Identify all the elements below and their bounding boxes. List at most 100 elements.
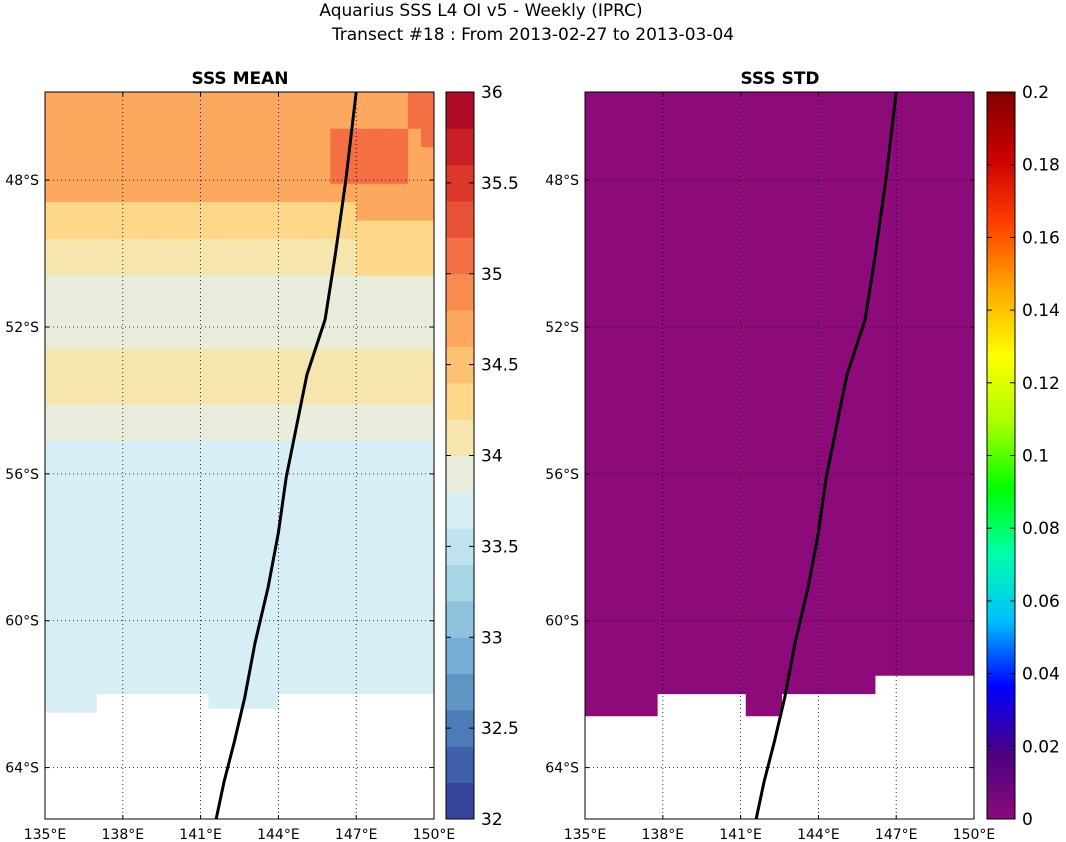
sss-mean-cell <box>213 128 228 148</box>
sss-mean-cell <box>83 220 98 240</box>
sss-mean-cell <box>109 532 124 552</box>
sss-mean-cell <box>330 312 344 332</box>
sss-mean-cell <box>317 385 331 405</box>
sss-mean-cell <box>291 202 305 222</box>
sss-mean-cell <box>148 440 163 460</box>
sss-mean-cell <box>83 661 98 681</box>
sss-mean-cell <box>200 569 215 589</box>
sss-mean-cell <box>330 147 344 167</box>
sss-mean-cell <box>135 183 150 203</box>
sss-mean-cell <box>265 404 279 424</box>
sss-mean-cell <box>70 606 85 625</box>
sss-mean-cell <box>291 642 305 662</box>
sss-mean-cell <box>122 514 137 534</box>
sss-mean-cell <box>252 514 267 534</box>
sss-mean-cell <box>317 495 331 515</box>
sss-mean-cell <box>421 110 434 130</box>
sss-mean-cell <box>45 642 59 662</box>
sss-mean-cell <box>83 293 98 313</box>
sss-mean-cell <box>278 349 292 368</box>
sss-mean-cell <box>96 330 111 350</box>
sss-mean-cell <box>356 128 370 148</box>
sss-mean-cell <box>96 569 111 589</box>
sss-mean-cell <box>408 440 422 460</box>
sss-mean-cell <box>226 202 241 222</box>
sss-mean-cell <box>96 587 111 607</box>
sss-mean-cell <box>239 220 254 240</box>
sss-mean-cell <box>135 312 150 332</box>
sss-mean-cell <box>369 422 383 442</box>
sss-mean-cell <box>161 459 176 479</box>
sss-mean-cell <box>83 514 98 534</box>
sss-mean-cell <box>122 587 137 607</box>
sss-mean-cell <box>96 92 111 111</box>
sss-mean-cell <box>317 661 331 681</box>
y-tick-label: 52°S <box>545 320 579 336</box>
sss-mean-cell <box>135 238 150 258</box>
sss-mean-cell <box>252 385 267 405</box>
sss-mean-cell <box>57 183 72 203</box>
sss-mean-cell <box>252 642 267 662</box>
figure-title-line1: Aquarius SSS L4 OI v5 - Weekly (IPRC) <box>319 1 642 21</box>
sss-mean-cell <box>45 202 59 222</box>
sss-mean-cell <box>252 92 267 111</box>
sss-mean-cell <box>304 110 318 130</box>
sss-mean-cell <box>213 183 228 203</box>
sss-mean-cell <box>45 128 59 148</box>
sss-mean-cell <box>148 459 163 479</box>
sss-mean-cell <box>109 110 124 130</box>
sss-mean-cell <box>148 514 163 534</box>
sss-mean-cell <box>148 624 163 644</box>
sss-mean-cell <box>187 330 202 350</box>
sss-mean-cell <box>109 385 124 405</box>
sss-mean-cell <box>395 293 409 313</box>
sss-mean-cell <box>135 110 150 130</box>
sss-mean-cell <box>45 661 59 681</box>
sss-mean-cell <box>408 514 422 534</box>
sss-mean-cell <box>187 550 202 570</box>
sss-mean-cell <box>278 606 292 625</box>
sss-mean-cell <box>239 422 254 442</box>
colorbar-swatch <box>446 382 474 420</box>
sss-mean-cell <box>96 257 111 277</box>
figure-title-line2: Transect #18 : From 2013-02-27 to 2013-0… <box>331 25 734 45</box>
sss-mean-cell <box>421 587 434 607</box>
sss-mean-cell <box>45 679 59 699</box>
sss-mean-cell <box>408 128 422 148</box>
sss-mean-cell <box>187 275 202 295</box>
sss-mean-cell <box>265 293 279 313</box>
sss-mean-cell <box>421 459 434 479</box>
sss-mean-cell <box>421 202 434 222</box>
sss-mean-cell <box>70 183 85 203</box>
colorbar-tick-label: 33.5 <box>481 537 519 557</box>
sss-mean-cell <box>330 587 344 607</box>
sss-mean-cell <box>174 128 189 148</box>
sss-mean-cell <box>265 587 279 607</box>
sss-mean-cell <box>109 330 124 350</box>
sss-mean-cell <box>226 495 241 515</box>
sss-mean-cell <box>161 147 176 167</box>
sss-mean-cell <box>161 440 176 460</box>
sss-mean-cell <box>200 147 215 167</box>
sss-mean-cell <box>161 330 176 350</box>
sss-mean-cell <box>135 275 150 295</box>
sss-mean-cell <box>70 330 85 350</box>
sss-mean-cell <box>369 404 383 424</box>
sss-mean-cell <box>278 550 292 570</box>
sss-mean-cell <box>174 312 189 332</box>
sss-mean-cell <box>83 257 98 277</box>
sss-mean-cell <box>70 385 85 405</box>
sss-mean-cell <box>291 220 305 240</box>
sss-mean-cell <box>421 661 434 681</box>
sss-mean-cell <box>369 477 383 497</box>
sss-mean-cell <box>239 330 254 350</box>
sss-mean-cell <box>330 661 344 681</box>
sss-mean-cell <box>45 275 59 295</box>
sss-mean-cell <box>57 110 72 130</box>
sss-mean-cell <box>226 440 241 460</box>
sss-mean-cell <box>343 495 357 515</box>
sss-mean-cell <box>161 128 176 148</box>
sss-mean-cell <box>356 587 370 607</box>
panel-title-sss-mean: SSS MEAN <box>191 69 288 89</box>
sss-mean-cell <box>382 440 396 460</box>
